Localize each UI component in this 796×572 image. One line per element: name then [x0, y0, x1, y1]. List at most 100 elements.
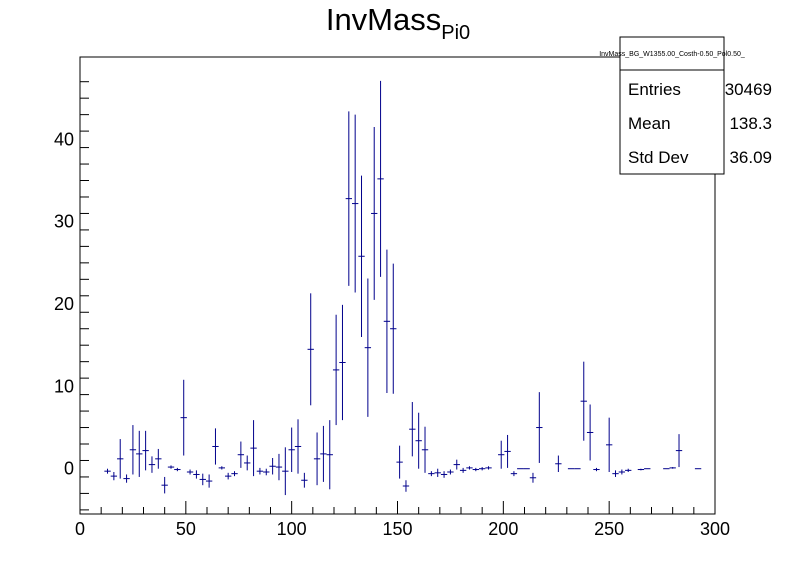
data-point [510, 471, 518, 477]
stats-stddev-label: Std Dev [628, 148, 689, 167]
data-point [288, 427, 295, 473]
data-point [161, 476, 168, 494]
data-point [307, 293, 314, 406]
data-point [142, 430, 149, 471]
data-point [447, 469, 454, 475]
data-point [390, 263, 397, 394]
data-point [466, 466, 473, 470]
data-point [123, 474, 130, 483]
data-point [250, 420, 257, 477]
data-point [555, 455, 562, 473]
x-tick-label: 50 [176, 519, 196, 539]
data-point [428, 471, 435, 477]
data-point [320, 425, 327, 482]
data-point [415, 412, 422, 469]
data-point [155, 448, 162, 469]
data-point [110, 472, 118, 481]
data-point [498, 440, 505, 469]
y-tick-label: 40 [54, 129, 74, 149]
data-point [104, 468, 111, 474]
data-point [148, 456, 156, 473]
data-point [625, 468, 632, 473]
y-tick-label: 10 [54, 376, 74, 396]
data-point [117, 439, 124, 479]
data-point [504, 434, 511, 468]
axis-tick-labels: 0 50 100 150 200 250 300 0 10 20 30 40 [54, 129, 730, 539]
data-point [205, 474, 213, 488]
x-tick-label: 100 [277, 519, 307, 539]
data-point [351, 114, 359, 293]
data-point [472, 467, 479, 472]
data-point [167, 465, 175, 469]
data-point [212, 428, 219, 465]
data-point [377, 80, 384, 277]
data-point [345, 111, 352, 286]
data-point [612, 470, 619, 477]
x-tick-label: 0 [75, 519, 85, 539]
axis-ticks [79, 81, 716, 514]
x-tick-label: 300 [700, 519, 730, 539]
y-tick-label: 30 [54, 212, 74, 232]
y-tick-label: 0 [64, 459, 74, 479]
data-point [256, 467, 264, 475]
chart-title: InvMassPi0 [326, 2, 470, 44]
data-point [332, 314, 340, 426]
data-point [637, 468, 645, 471]
stats-box: InvMass_BG_W1355.00_Costh-0.50_Pol0.50_ … [599, 36, 772, 175]
stats-entries-label: Entries [628, 80, 681, 99]
data-point [675, 434, 683, 468]
data-point [237, 441, 245, 468]
data-points [104, 80, 702, 496]
data-point [301, 472, 308, 488]
data-point [364, 278, 372, 417]
data-point [580, 361, 587, 441]
data-point [326, 420, 333, 490]
data-point [402, 480, 410, 492]
data-point [294, 419, 302, 474]
data-point [231, 471, 238, 477]
data-point [180, 379, 187, 456]
x-tick-label: 250 [594, 519, 624, 539]
x-tick-label: 200 [488, 519, 518, 539]
x-tick-label: 150 [382, 519, 412, 539]
y-tick-label: 20 [54, 294, 74, 314]
stats-stddev-value: 36.09 [729, 148, 772, 167]
stats-entries-value: 30469 [725, 80, 772, 99]
data-point [434, 468, 441, 477]
data-point [224, 472, 232, 480]
data-point [396, 445, 403, 479]
data-point [269, 458, 276, 475]
data-point [605, 417, 613, 473]
data-point [478, 467, 486, 471]
stats-box-name: InvMass_BG_W1355.00_Costh-0.50_Pol0.50_ [599, 51, 745, 58]
data-point [199, 473, 206, 486]
data-point [536, 392, 543, 463]
data-point [440, 471, 448, 478]
data-point [193, 470, 200, 479]
data-point [421, 426, 429, 473]
data-point [136, 430, 143, 477]
data-point [669, 467, 676, 469]
data-point [358, 175, 365, 337]
data-point [459, 467, 467, 473]
data-point [453, 459, 460, 470]
data-point [383, 249, 391, 393]
data-point [409, 402, 416, 457]
stats-mean-label: Mean [628, 114, 671, 133]
data-point [313, 432, 321, 486]
data-point [529, 472, 537, 483]
data-point [218, 466, 225, 470]
data-point [244, 455, 251, 471]
data-point [339, 304, 346, 421]
data-point [275, 453, 283, 481]
data-point [371, 126, 378, 300]
data-point [586, 404, 594, 461]
data-point [618, 469, 626, 475]
stats-mean-value: 138.3 [729, 114, 772, 133]
data-point [174, 467, 181, 472]
data-point [485, 466, 492, 470]
data-point [282, 447, 289, 496]
data-point [186, 469, 194, 475]
data-point [129, 425, 137, 475]
